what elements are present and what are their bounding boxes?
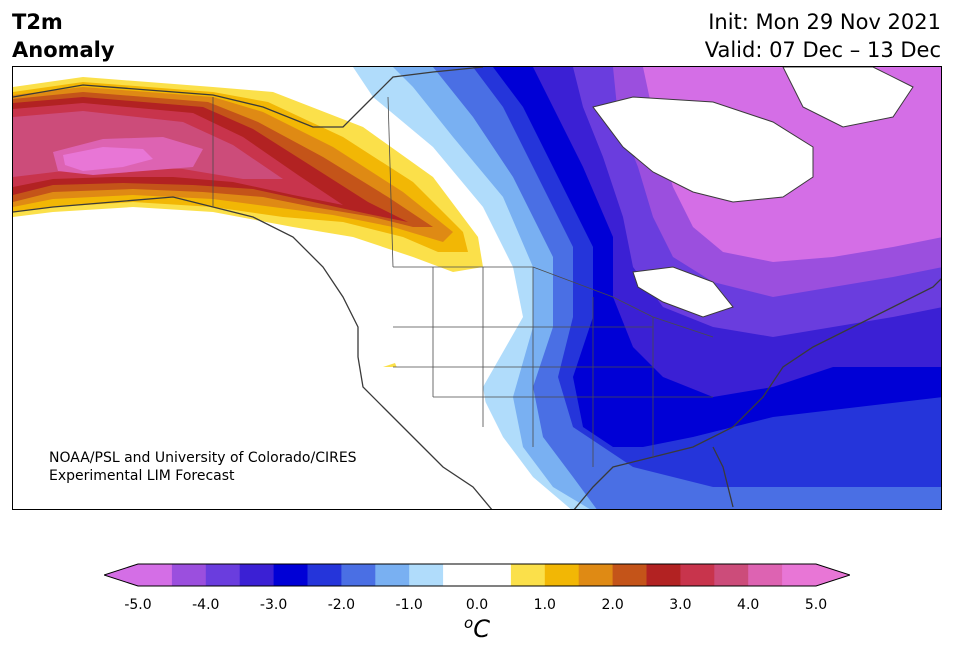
colorbar-outline (104, 563, 850, 587)
colorbar-segment (138, 564, 173, 586)
colorbar-segment (782, 564, 817, 586)
colorbar-segment (239, 564, 275, 586)
unit-superscript: o (464, 614, 474, 632)
colorbar (104, 563, 850, 587)
colorbar-extend-low (104, 564, 138, 586)
colorbar-segment (646, 564, 681, 586)
colorbar-tick-label: 4.0 (737, 597, 760, 613)
colorbar-tick-label: -4.0 (192, 597, 220, 613)
colorbar-tick-label: -5.0 (124, 597, 152, 613)
init-date: Init: Mon 29 Nov 2021 (708, 10, 941, 34)
valid-dates: Valid: 07 Dec – 13 Dec (704, 38, 941, 62)
map-canvas (13, 67, 941, 509)
colorbar-segment (578, 564, 614, 586)
colorbar-tick-label: -1.0 (395, 597, 423, 613)
colorbar-tick-label: 5.0 (804, 597, 828, 613)
forecast-dates: Init: Mon 29 Nov 2021 Valid: 07 Dec – 13… (705, 8, 941, 64)
credit-line-1: NOAA/PSL and University of Colorado/CIRE… (49, 450, 357, 466)
credit-line-2: Experimental LIM Forecast (49, 468, 235, 484)
unit-base: C (473, 615, 490, 643)
title-line-2: Anomaly (12, 38, 115, 62)
credit-text: NOAA/PSL and University of Colorado/CIRE… (49, 449, 357, 485)
colorbar-segment (205, 564, 241, 586)
colorbar-tick-label: -2.0 (327, 597, 356, 613)
coastlines (13, 67, 941, 509)
title-line-1: T2m (12, 10, 63, 34)
colorbar-segment (409, 564, 444, 586)
state-borders (212, 96, 714, 467)
colorbar-segment (375, 564, 410, 586)
colorbar-segment (510, 564, 546, 586)
colorbar-ticks: -5.0 -4.0 -3.0 -2.0 -1.0 0.0 1.0 2.0 3.0 4.0 5.0 (0, 597, 953, 617)
water-areas (13, 67, 914, 509)
colorbar-extend-high (816, 564, 850, 586)
anomaly-map (12, 66, 942, 510)
colorbar-segment (748, 564, 783, 586)
colorbar-segment (307, 564, 342, 586)
colorbar-segment (171, 564, 207, 586)
colorbar-tick-label: -3.0 (259, 597, 288, 613)
colorbar-tick-label: 3.0 (669, 597, 692, 613)
warm-anomaly-region (13, 77, 483, 389)
colorbar-segment (544, 564, 580, 586)
colorbar-segment (680, 564, 715, 586)
colorbar-tick-label: 1.0 (533, 597, 556, 613)
colorbar-segment (273, 564, 308, 586)
map-title: T2m Anomaly (12, 8, 115, 64)
colorbar-tick-label: 0.0 (465, 597, 489, 613)
colorbar-segment (714, 564, 749, 586)
colorbar-tick-label: 2.0 (601, 597, 624, 613)
colorbar-segment (443, 564, 512, 586)
colorbar-segment (612, 564, 647, 586)
colorbar-unit: oC (464, 614, 490, 643)
colorbar-segment (341, 564, 376, 586)
